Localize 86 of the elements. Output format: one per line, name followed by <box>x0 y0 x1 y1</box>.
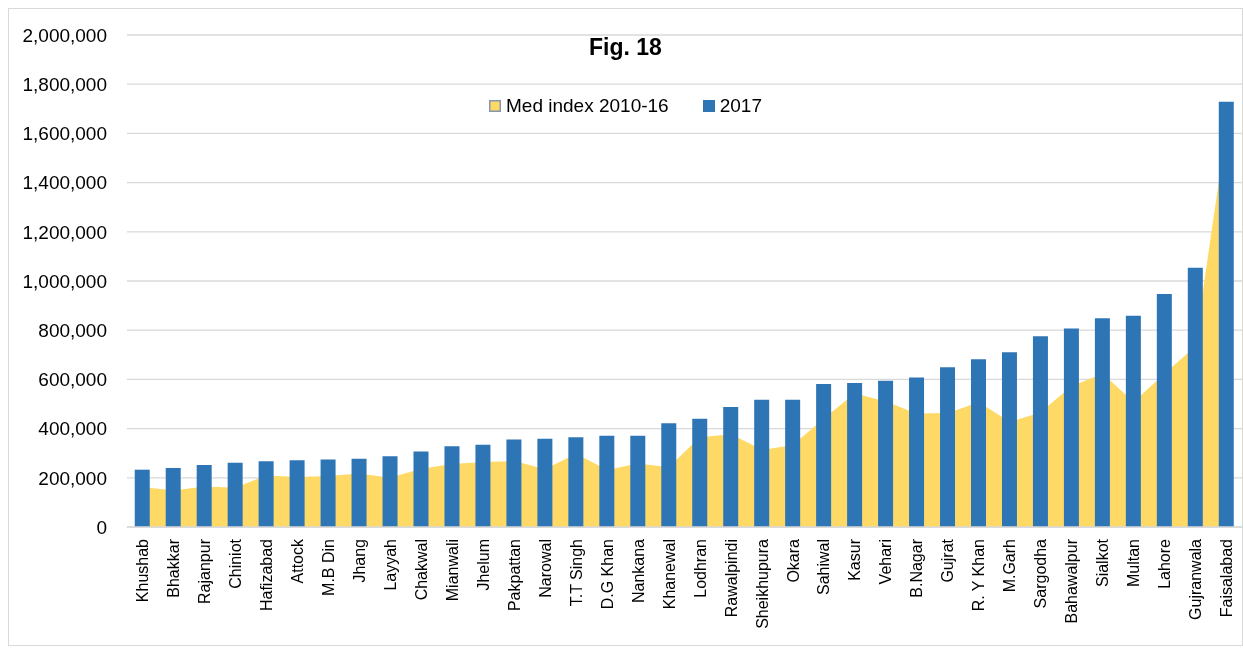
bar <box>506 439 522 527</box>
y-tick-label: 400,000 <box>38 418 107 440</box>
bar <box>196 465 212 527</box>
x-tick-label: Sahiwal <box>815 539 833 596</box>
x-tick-label: Bahawalpur <box>1063 538 1081 624</box>
bar <box>847 383 863 527</box>
x-tick-label: Khushab <box>134 538 152 603</box>
x-tick-label: Lodhran <box>691 539 709 598</box>
bar <box>475 444 491 527</box>
bar <box>289 460 305 527</box>
x-tick-label: M.Garh <box>1001 539 1019 593</box>
x-tick-label: Faisalabad <box>1218 539 1236 618</box>
x-tick-label: D.G Khan <box>598 539 616 610</box>
bar <box>382 456 398 527</box>
x-tick-label: Lahore <box>1156 538 1174 589</box>
bar <box>568 437 584 527</box>
y-tick-label: 0 <box>96 516 107 538</box>
chart-title: Fig. 18 <box>589 34 662 60</box>
bar <box>413 451 429 527</box>
bar <box>878 380 894 527</box>
bar <box>692 418 708 527</box>
x-tick-label: M.B Din <box>319 539 337 596</box>
x-tick-label: Multan <box>1125 539 1143 588</box>
x-tick-label: Jhelum <box>474 539 492 591</box>
bar <box>599 435 615 527</box>
bar <box>970 359 986 527</box>
bar <box>320 459 336 527</box>
x-tick-label: Narowal <box>536 539 554 598</box>
x-tick-label: Sheikhupura <box>753 538 771 629</box>
y-tick-label: 1,600,000 <box>22 123 107 145</box>
bar <box>630 435 646 527</box>
x-tick-label: Khanewal <box>660 539 678 610</box>
bar <box>909 377 925 527</box>
x-tick-label: Hafizabad <box>257 539 275 612</box>
bar <box>723 406 739 527</box>
bar <box>134 469 150 527</box>
bar <box>1032 336 1048 527</box>
y-tick-label: 1,400,000 <box>22 172 107 194</box>
x-tick-label: Sialkot <box>1094 538 1112 588</box>
bar <box>1001 352 1017 527</box>
legend-label: Med index 2010-16 <box>506 95 669 117</box>
bar <box>537 438 553 527</box>
x-tick-label: Gujrat <box>939 538 957 583</box>
bar <box>351 458 367 527</box>
x-tick-label: Jhang <box>350 539 368 583</box>
y-tick-label: 800,000 <box>38 319 107 341</box>
x-tick-label: Pakpattan <box>505 539 523 612</box>
y-tick-label: 2,000,000 <box>22 24 107 46</box>
x-tick-label: Chiniot <box>227 538 244 589</box>
x-tick-label: R. Y Khan <box>970 539 988 612</box>
bar <box>165 467 181 527</box>
bar <box>1094 318 1110 527</box>
x-tick-label: Kasur <box>846 538 864 581</box>
x-tick-label: Rawalpindi <box>722 539 740 618</box>
y-tick-label: 200,000 <box>38 467 107 489</box>
bar <box>1156 294 1172 527</box>
x-tick-label: Sargodha <box>1032 538 1050 609</box>
bar <box>1218 101 1234 527</box>
bar <box>661 423 677 527</box>
bar <box>444 446 460 527</box>
bar <box>258 461 274 527</box>
x-tick-label: B.Nagar <box>908 538 926 598</box>
bar <box>940 367 956 527</box>
bar <box>1125 315 1141 527</box>
x-tick-label: Nankana <box>629 538 647 604</box>
bar <box>1063 328 1079 527</box>
x-tick-label: Attock <box>288 538 306 584</box>
x-tick-label: Gujranwala <box>1187 538 1205 620</box>
y-tick-label: 1,200,000 <box>22 221 107 243</box>
legend-label: 2017 <box>719 95 762 117</box>
bar <box>785 399 801 527</box>
x-tick-label: Mianwali <box>443 539 461 602</box>
bar <box>754 399 770 527</box>
y-tick-label: 1,000,000 <box>22 270 107 292</box>
bar <box>1187 267 1203 527</box>
bar <box>816 384 832 527</box>
bar <box>227 462 243 527</box>
x-tick-label: T.T Singh <box>567 539 585 607</box>
y-tick-label: 600,000 <box>38 369 107 391</box>
x-tick-label: Chakwal <box>412 539 430 601</box>
y-tick-label: 1,800,000 <box>22 73 107 95</box>
x-tick-label: Okara <box>784 538 802 583</box>
x-tick-label: Bhakkar <box>165 538 183 598</box>
x-tick-label: Vehari <box>877 539 895 585</box>
x-tick-label: Layyah <box>381 539 399 591</box>
x-tick-label: Rajanpur <box>196 538 214 604</box>
